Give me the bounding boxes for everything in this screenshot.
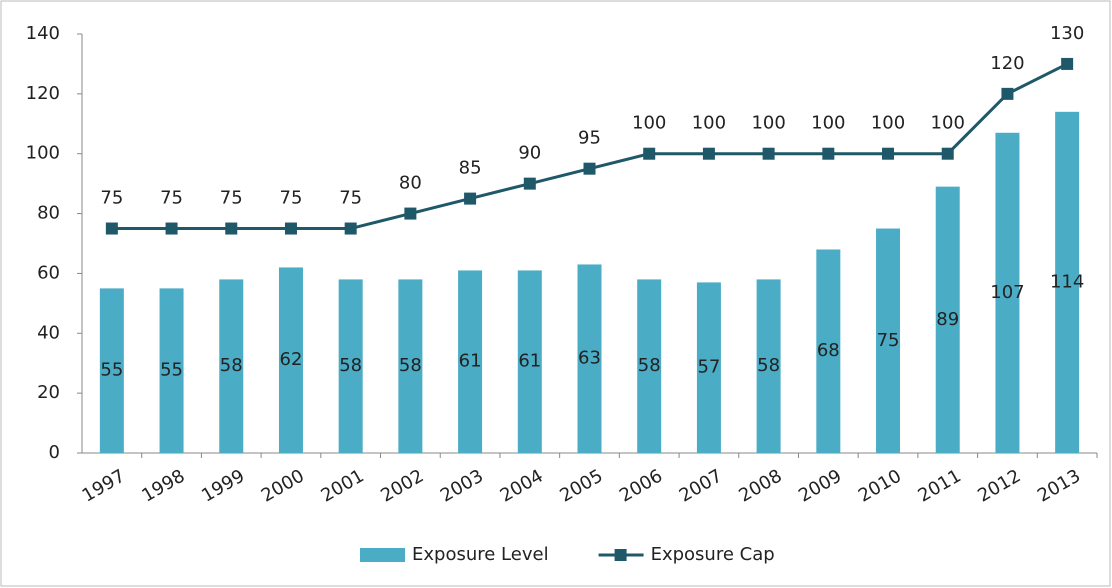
- bar: [876, 228, 901, 453]
- marker: [1001, 87, 1014, 100]
- bar: [338, 279, 363, 453]
- y-tick-label: 100: [26, 143, 60, 164]
- data-label: 80: [399, 173, 422, 194]
- legend-label: Exposure Level: [412, 544, 549, 565]
- data-label: 100: [871, 113, 905, 134]
- data-label: 58: [399, 355, 422, 376]
- data-label: 100: [811, 113, 845, 134]
- marker: [523, 177, 536, 190]
- bar: [458, 270, 483, 453]
- marker: [822, 147, 835, 160]
- marker: [464, 192, 477, 205]
- y-tick-label: 40: [37, 322, 60, 343]
- bar: [159, 288, 184, 453]
- y-tick-label: 80: [37, 203, 60, 224]
- legend-label: Exposure Cap: [651, 544, 775, 565]
- data-label: 58: [757, 355, 780, 376]
- bar: [995, 132, 1020, 453]
- data-label: 63: [578, 348, 601, 369]
- data-label: 62: [280, 349, 303, 370]
- marker: [105, 222, 118, 235]
- legend-swatch: [360, 548, 405, 562]
- data-label: 75: [100, 188, 123, 209]
- data-label: 130: [1050, 23, 1084, 44]
- marker: [643, 147, 656, 160]
- y-tick-label: 120: [26, 83, 60, 104]
- data-label: 85: [459, 158, 482, 179]
- marker: [404, 207, 417, 220]
- bar: [278, 267, 303, 453]
- marker: [882, 147, 895, 160]
- data-label: 58: [638, 355, 661, 376]
- legend-marker: [614, 549, 627, 561]
- data-label: 100: [751, 113, 785, 134]
- bar: [1055, 111, 1080, 454]
- marker: [344, 222, 357, 235]
- data-label: 58: [339, 355, 362, 376]
- data-label: 107: [990, 282, 1024, 303]
- data-label: 68: [817, 340, 840, 361]
- data-label: 75: [877, 330, 900, 351]
- bar: [99, 288, 124, 453]
- data-label: 75: [339, 188, 362, 209]
- data-label: 55: [100, 360, 123, 381]
- bar: [219, 279, 244, 453]
- bar: [577, 264, 602, 453]
- marker: [941, 147, 954, 160]
- marker: [762, 147, 775, 160]
- bar: [816, 249, 841, 453]
- data-label: 75: [220, 188, 243, 209]
- marker: [225, 222, 238, 235]
- marker: [583, 162, 596, 175]
- bar: [935, 186, 960, 453]
- data-label: 114: [1050, 271, 1084, 292]
- data-label: 120: [990, 53, 1024, 74]
- data-label: 61: [518, 351, 541, 372]
- data-label: 75: [280, 188, 303, 209]
- data-label: 75: [160, 188, 183, 209]
- marker: [284, 222, 297, 235]
- data-label: 100: [931, 113, 965, 134]
- bar: [517, 270, 542, 453]
- data-label: 58: [220, 355, 243, 376]
- data-label: 95: [578, 128, 601, 149]
- data-label: 55: [160, 360, 183, 381]
- y-tick-label: 20: [37, 382, 60, 403]
- marker: [702, 147, 715, 160]
- y-tick-label: 60: [37, 262, 60, 283]
- data-label: 90: [518, 143, 541, 164]
- marker: [165, 222, 178, 235]
- bar: [696, 282, 721, 453]
- y-tick-label: 140: [26, 23, 60, 44]
- bar: [637, 279, 662, 453]
- data-label: 89: [936, 309, 959, 330]
- bar: [756, 279, 781, 453]
- y-tick-label: 0: [49, 442, 60, 463]
- bar: [398, 279, 423, 453]
- marker: [1061, 57, 1074, 70]
- data-label: 100: [632, 113, 666, 134]
- data-label: 100: [692, 113, 726, 134]
- data-label: 61: [459, 351, 482, 372]
- data-label: 57: [697, 357, 720, 378]
